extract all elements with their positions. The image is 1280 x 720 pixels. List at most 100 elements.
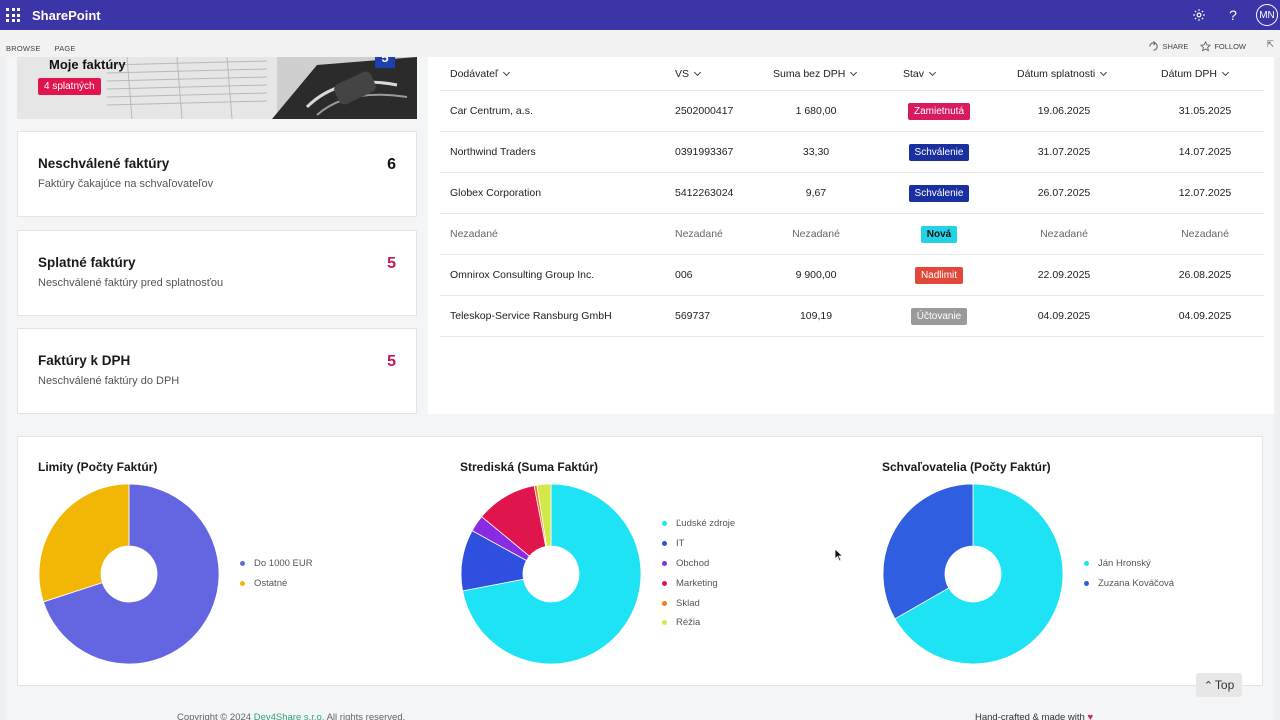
card-count: 5 — [387, 353, 396, 370]
legend-item[interactable]: IT — [662, 534, 735, 554]
vat-invoices-card[interactable]: Faktúry k DPH Neschválené faktúry do DPH… — [17, 328, 417, 414]
legend-item[interactable]: Marketing — [662, 573, 735, 593]
chevron-down-icon — [850, 68, 858, 76]
scroll-top-button[interactable]: ⌃ Top — [1196, 673, 1242, 697]
column-header-status[interactable]: Stav — [903, 57, 937, 90]
chart-approvers: Schvaľovatelia (Počty Faktúr) Ján Hronsk… — [862, 437, 1262, 687]
legend-label: Do 1000 EUR — [254, 558, 313, 570]
app-launcher-icon[interactable] — [4, 6, 22, 24]
share-button[interactable]: SHARE — [1148, 41, 1188, 52]
column-header-due-date[interactable]: Dátum splatnosti — [1017, 57, 1108, 90]
legend-dot-icon — [662, 521, 667, 527]
pie-slice[interactable] — [42, 483, 220, 665]
invoice-photo — [17, 57, 417, 119]
table-row[interactable]: Northwind Traders 0391993367 33,30 Schválen… — [440, 132, 1264, 173]
legend-label: IT — [676, 538, 685, 550]
card-subtitle: Neschválené faktúry pred splatnosťou — [38, 277, 224, 289]
invoice-table-panel: Dodávateľ VS Suma bez DPH Stav Dátum spl… — [428, 57, 1274, 414]
legend-dot-icon — [662, 560, 667, 566]
footer-copyright: Copyright © 2024 Dev4Share s.r.o. All ri… — [177, 712, 405, 720]
pie-slice[interactable] — [38, 483, 130, 603]
help-icon[interactable]: ? — [1229, 7, 1237, 23]
legend-dot-icon — [1084, 581, 1089, 587]
legend-item[interactable]: Zuzana Kováčová — [1084, 574, 1174, 594]
cell-vat-date: 12.07.2025 — [1178, 187, 1232, 199]
cell-status: Nadlimit — [889, 255, 989, 295]
cell-amount: 33,30 — [802, 146, 830, 158]
card-subtitle: Neschválené faktúry do DPH — [38, 375, 180, 387]
cell-supplier: Car Centrum, a.s. — [450, 105, 533, 117]
table-row[interactable]: Nezadané Nezadané Nezadané Nová Nezadané Neza… — [440, 214, 1264, 255]
cell-vat-date: 14.07.2025 — [1178, 146, 1232, 158]
pie-slice[interactable] — [536, 483, 552, 547]
status-badge: Zamietnutá — [907, 102, 971, 120]
legend-item[interactable]: Ján Hronský — [1084, 554, 1174, 574]
ribbon: BROWSE PAGE SHARE FOLLOW ⇱ — [0, 30, 1280, 57]
legend-centers: Ľudské zdroje IT Obchod Marketing Sklad Réžia — [662, 514, 735, 633]
legend-label: Ján Hronský — [1098, 558, 1151, 570]
cell-status: Účtovanie — [889, 296, 989, 336]
share-label: SHARE — [1162, 42, 1189, 51]
column-header-vs[interactable]: VS — [675, 57, 702, 90]
table-row[interactable]: Globex Corporation 5412263024 9,67 Schválen… — [440, 173, 1264, 214]
heart-icon: ♥ — [1087, 712, 1094, 720]
charts-panel: Limity (Počty Faktúr) Do 1000 EUR Ostatné… — [17, 436, 1263, 686]
card-title: Neschválené faktúry — [38, 156, 170, 171]
legend-label: Marketing — [676, 577, 718, 589]
legend-approvers: Ján Hronský Zuzana Kováčová — [1084, 554, 1174, 594]
table-row[interactable]: Car Centrum, a.s. 2502000417 1 680,00 Zamie… — [440, 91, 1264, 132]
legend-item[interactable]: Ostatné — [240, 574, 313, 594]
chevron-down-icon — [928, 68, 937, 76]
column-header-vat-date[interactable]: Dátum DPH — [1161, 57, 1230, 90]
column-header-amount[interactable]: Suma bez DPH — [773, 57, 858, 90]
card-subtitle: Faktúry čakajúce na schvaľovateľov — [38, 178, 214, 190]
cell-due-date: 22.09.2025 — [1037, 269, 1091, 281]
table-row[interactable]: Teleskop-Service Ransburg GmbH 569737 109,… — [440, 296, 1264, 337]
app-name[interactable]: SharePoint — [32, 7, 101, 23]
card-count: 6 — [387, 156, 396, 173]
unapproved-invoices-card[interactable]: Neschválené faktúry Faktúry čakajúce na … — [17, 131, 417, 217]
legend-label: Réžia — [676, 617, 701, 629]
legend-item[interactable]: Ľudské zdroje — [662, 514, 735, 534]
my-invoices-card[interactable]: Moje faktúry 4 splatných 5 — [17, 57, 417, 119]
chart-title: Limity (Počty Faktúr) — [38, 460, 158, 474]
chevron-down-icon — [1221, 68, 1230, 76]
cell-vat-date: 31.05.2025 — [1178, 105, 1232, 117]
cell-amount: 9,67 — [805, 187, 827, 199]
cell-vs: 0391993367 — [675, 146, 734, 158]
cell-vs: 5412263024 — [675, 187, 734, 199]
cell-status: Nová — [889, 214, 989, 254]
company-link[interactable]: Dev4Share s.r.o. — [253, 712, 325, 720]
pie-slice[interactable] — [882, 483, 974, 620]
legend-item[interactable]: Do 1000 EUR — [240, 554, 313, 574]
column-header-supplier[interactable]: Dodávateľ — [450, 57, 511, 90]
legend-item[interactable]: Sklad — [662, 593, 735, 613]
follow-label: FOLLOW — [1214, 42, 1246, 51]
table-header: Dodávateľ VS Suma bez DPH Stav Dátum spl… — [440, 57, 1264, 91]
due-invoices-card[interactable]: Splatné faktúry Neschválené faktúry pred… — [17, 230, 417, 316]
avatar[interactable]: MN — [1256, 4, 1278, 26]
chart-limits: Limity (Počty Faktúr) Do 1000 EUR Ostatné — [18, 437, 418, 687]
follow-button[interactable]: FOLLOW — [1200, 41, 1246, 52]
legend-item[interactable]: Obchod — [662, 554, 735, 574]
cell-vs: Nezadané — [675, 228, 723, 240]
cell-due-date: 19.06.2025 — [1037, 105, 1091, 117]
pie-slice[interactable] — [894, 483, 1064, 665]
status-badge: Schválenie — [908, 143, 970, 161]
legend-label: Ostatné — [254, 578, 288, 590]
invoice-table: Dodávateľ VS Suma bez DPH Stav Dátum spl… — [440, 57, 1264, 337]
legend-item[interactable]: Réžia — [662, 613, 735, 633]
cell-supplier: Omnirox Consulting Group Inc. — [450, 269, 595, 281]
cell-due-date: 26.07.2025 — [1037, 187, 1091, 199]
tab-browse[interactable]: BROWSE — [6, 44, 41, 53]
gear-icon[interactable] — [1182, 0, 1216, 30]
cell-supplier: Nezadané — [450, 228, 498, 240]
tab-page[interactable]: PAGE — [54, 44, 76, 53]
pie-slice[interactable] — [462, 483, 642, 665]
table-row[interactable]: Omnirox Consulting Group Inc. 006 9 900,00… — [440, 255, 1264, 296]
focus-mode-icon[interactable]: ⇱ — [1266, 39, 1274, 49]
cell-vs: 2502000417 — [675, 105, 734, 117]
chart-title: Schvaľovatelia (Počty Faktúr) — [882, 460, 1051, 474]
cell-due-date: Nezadané — [1040, 228, 1088, 240]
legend-dot-icon — [1084, 561, 1089, 567]
